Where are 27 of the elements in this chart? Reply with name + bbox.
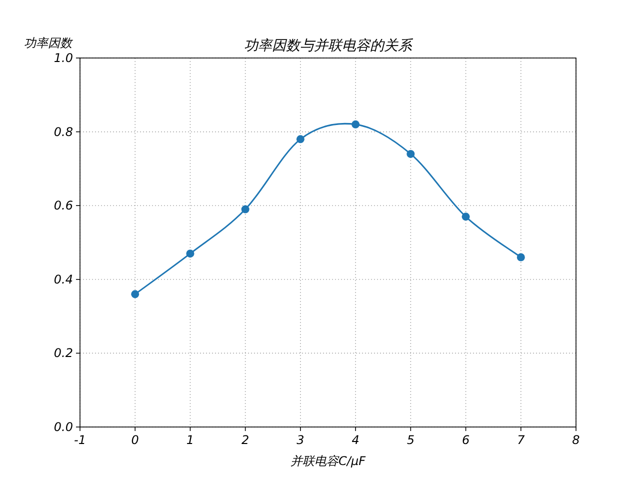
x-tick-label: 6 (462, 433, 470, 447)
point (296, 135, 304, 144)
point (352, 120, 360, 128)
x-tick-label: 2 (242, 433, 250, 447)
point (516, 253, 525, 262)
x-tick-label: -1 (74, 433, 86, 447)
y-axis-title: 功率因数 (24, 36, 74, 50)
y-tick-label: 0.0 (54, 420, 74, 434)
point (462, 212, 470, 221)
point (406, 150, 415, 158)
x-tick-label: 5 (406, 433, 414, 447)
x-tick-label: 8 (572, 433, 580, 447)
point (186, 250, 194, 258)
y-tick-label: 1.0 (54, 51, 74, 65)
x-tick-label: 3 (296, 433, 304, 447)
x-tick-label: 0 (131, 433, 140, 447)
x-axis-title: 并联电容C/μF (290, 454, 367, 468)
chart-title: 功率因数与并联电容的关系 (244, 38, 414, 54)
x-tick-label: 7 (517, 433, 526, 447)
y-tick-label: 0.2 (54, 346, 73, 360)
x-tick-label: 4 (352, 433, 360, 447)
y-tick-label: 0.6 (54, 198, 74, 213)
point (241, 205, 250, 214)
y-tick-label: 0.4 (54, 272, 73, 286)
x-tick-label: 1 (186, 433, 194, 447)
y-tick-label: 0.8 (54, 124, 74, 139)
point (131, 290, 140, 298)
